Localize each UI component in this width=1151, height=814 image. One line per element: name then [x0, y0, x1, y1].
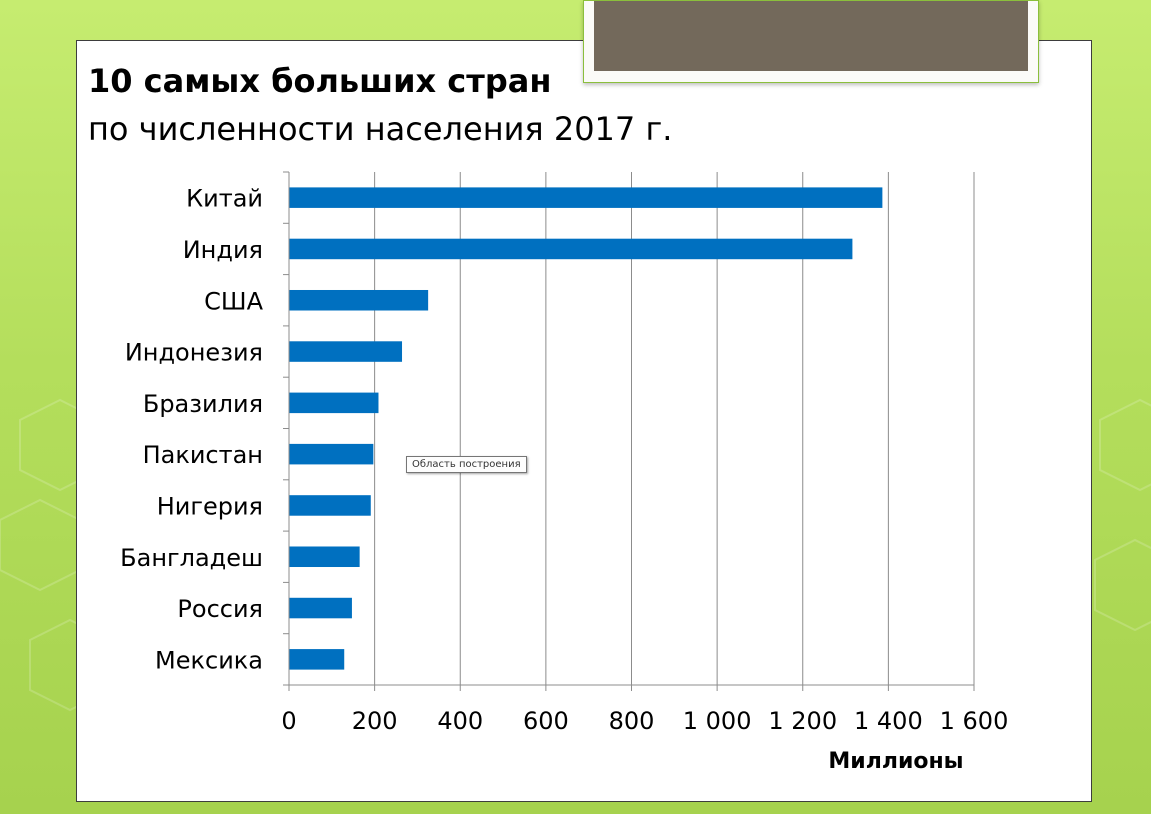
x-tick-label: 600	[523, 707, 569, 735]
category-label: Бразилия	[143, 390, 263, 418]
photo-placeholder[interactable]	[583, 0, 1039, 83]
x-tick-label: 800	[609, 707, 655, 735]
x-tick-label: 0	[281, 707, 296, 735]
category-label: США	[204, 287, 263, 315]
slide-subtitle[interactable]: по численности населения 2017 г.	[88, 110, 673, 148]
bar-8	[289, 546, 360, 568]
labels: 0 200 400 600 800 1 000 1 200 1 400 1 600 Китай Ин…	[120, 185, 1008, 735]
category-label: Пакистан	[143, 441, 263, 469]
bar-9	[289, 597, 352, 619]
x-axis-title: Миллионы	[828, 749, 963, 774]
category-label: Индия	[183, 236, 263, 264]
photo-image	[594, 1, 1028, 71]
slide-title[interactable]: 10 самых больших стран	[88, 62, 552, 100]
category-label: Индонезия	[125, 339, 263, 367]
category-label: Нигерия	[157, 492, 263, 520]
category-label: Бангладеш	[120, 544, 263, 572]
plot-area-tooltip: Область построения	[406, 456, 527, 473]
bar-7	[289, 495, 371, 516]
x-tick-label: 1 600	[940, 707, 1009, 735]
slide-content-area	[76, 40, 1092, 802]
x-tick-label: 1 200	[768, 707, 837, 735]
bar-1	[289, 187, 883, 208]
bar-3	[289, 289, 429, 311]
category-label: Мексика	[155, 646, 263, 674]
x-tick-label: 1 400	[854, 707, 923, 735]
bar-6	[289, 443, 374, 465]
x-tick-label: 200	[352, 707, 398, 735]
x-tick-label: 400	[437, 707, 483, 735]
category-label: Россия	[177, 595, 263, 623]
category-label: Китай	[186, 185, 263, 213]
bar-4	[289, 341, 403, 362]
axes	[283, 171, 975, 691]
bar-2	[289, 238, 853, 260]
x-tick-label: 1 000	[683, 707, 752, 735]
bar-10	[289, 649, 345, 670]
bars	[289, 187, 883, 670]
bar-5	[289, 392, 379, 414]
